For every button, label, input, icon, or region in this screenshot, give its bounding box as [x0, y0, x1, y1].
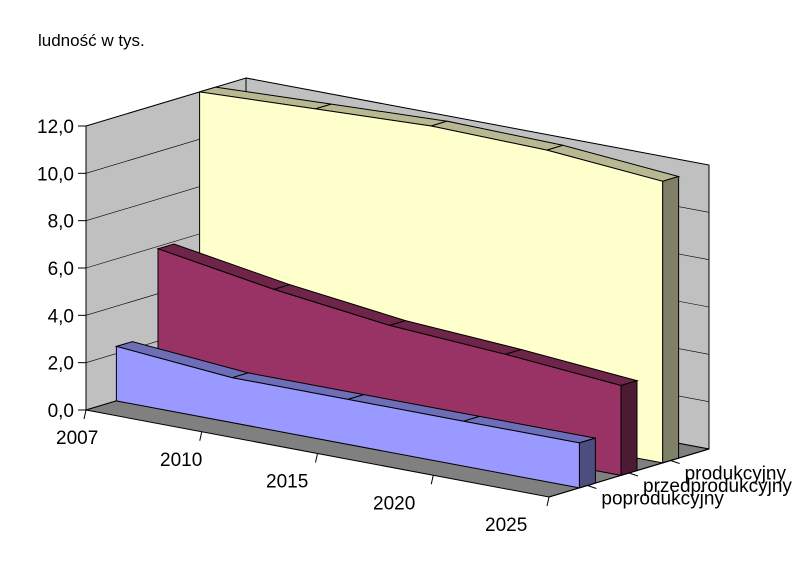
gridline: [85, 77, 710, 166]
ribbon-end-cap: [578, 437, 596, 489]
y-axis-title: ludność w tys.: [38, 31, 145, 50]
depth-tick-mark: [670, 460, 680, 464]
depth-tick-mark: [628, 472, 639, 477]
x-tick-label: 2015: [266, 472, 308, 493]
x-axis: 2007 2010 2015 2020 2025: [56, 409, 550, 536]
ribbon-front-face: [115, 345, 580, 489]
y-tick-label: 2,0: [48, 354, 74, 375]
x-tick-mark: [430, 475, 434, 485]
y-axis: 0,0 2,0 4,0 6,0 8,0 10,0 12,0: [37, 117, 87, 422]
ribbon-end-cap: [620, 380, 638, 477]
x-tick-mark: [315, 453, 318, 463]
x-tick-label: 2020: [373, 493, 415, 514]
x-tick-label: 2007: [56, 428, 98, 449]
y-tick-label: 8,0: [48, 212, 74, 233]
series-ribbon-przedprodukcyjny: [156, 243, 639, 477]
series-label-poprodukcyjny: poprodukcyjny: [601, 488, 724, 509]
x-tick-mark: [199, 431, 203, 441]
x-tick-label: 2010: [160, 450, 202, 471]
y-tick-label: 6,0: [48, 259, 74, 280]
series-label-produkcyjny: produkcyjny: [685, 464, 787, 485]
series-ribbons: [114, 86, 681, 489]
y-tick-label: 0,0: [48, 401, 74, 422]
series-label-przedprodukcyjny: przedprodukcyjny: [643, 476, 792, 497]
ribbon-front-face: [157, 248, 622, 477]
y-tick-label: 4,0: [48, 306, 74, 327]
y-tick-label: 10,0: [37, 164, 74, 185]
x-tick-label: 2025: [485, 515, 527, 536]
depth-tick-mark: [587, 485, 597, 489]
y-tick-label: 12,0: [37, 117, 74, 138]
ribbon-end-cap: [662, 175, 680, 464]
x-tick-mark: [83, 409, 87, 420]
series-ribbon-poprodukcyjny: [114, 341, 596, 489]
x-tick-mark: [546, 496, 550, 507]
